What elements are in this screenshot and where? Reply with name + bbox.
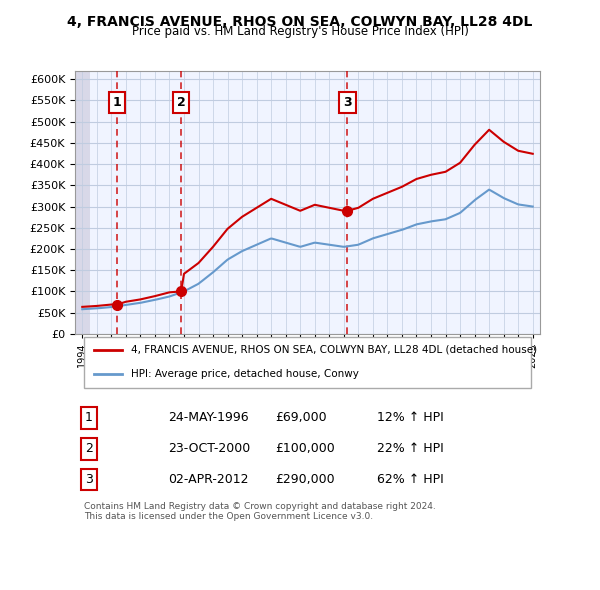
Text: HPI: Average price, detached house, Conwy: HPI: Average price, detached house, Conw… xyxy=(131,369,359,379)
Text: 2: 2 xyxy=(177,96,185,109)
Text: Price paid vs. HM Land Registry's House Price Index (HPI): Price paid vs. HM Land Registry's House … xyxy=(131,25,469,38)
Text: 23-OCT-2000: 23-OCT-2000 xyxy=(168,442,250,455)
Text: £290,000: £290,000 xyxy=(275,473,335,486)
Text: 2: 2 xyxy=(85,442,93,455)
Text: 12% ↑ HPI: 12% ↑ HPI xyxy=(377,411,444,424)
Text: Contains HM Land Registry data © Crown copyright and database right 2024.
This d: Contains HM Land Registry data © Crown c… xyxy=(84,502,436,522)
Text: 4, FRANCIS AVENUE, RHOS ON SEA, COLWYN BAY, LL28 4DL: 4, FRANCIS AVENUE, RHOS ON SEA, COLWYN B… xyxy=(67,15,533,29)
Text: 4, FRANCIS AVENUE, RHOS ON SEA, COLWYN BAY, LL28 4DL (detached house): 4, FRANCIS AVENUE, RHOS ON SEA, COLWYN B… xyxy=(131,345,537,355)
Text: 24-MAY-1996: 24-MAY-1996 xyxy=(168,411,248,424)
Text: 3: 3 xyxy=(85,473,93,486)
Text: £69,000: £69,000 xyxy=(275,411,326,424)
Text: 62% ↑ HPI: 62% ↑ HPI xyxy=(377,473,444,486)
Text: 1: 1 xyxy=(113,96,121,109)
FancyBboxPatch shape xyxy=(75,71,89,334)
FancyBboxPatch shape xyxy=(84,337,531,388)
Text: 22% ↑ HPI: 22% ↑ HPI xyxy=(377,442,444,455)
Text: 1: 1 xyxy=(85,411,93,424)
Text: 02-APR-2012: 02-APR-2012 xyxy=(168,473,248,486)
Text: 3: 3 xyxy=(343,96,352,109)
Text: £100,000: £100,000 xyxy=(275,442,335,455)
